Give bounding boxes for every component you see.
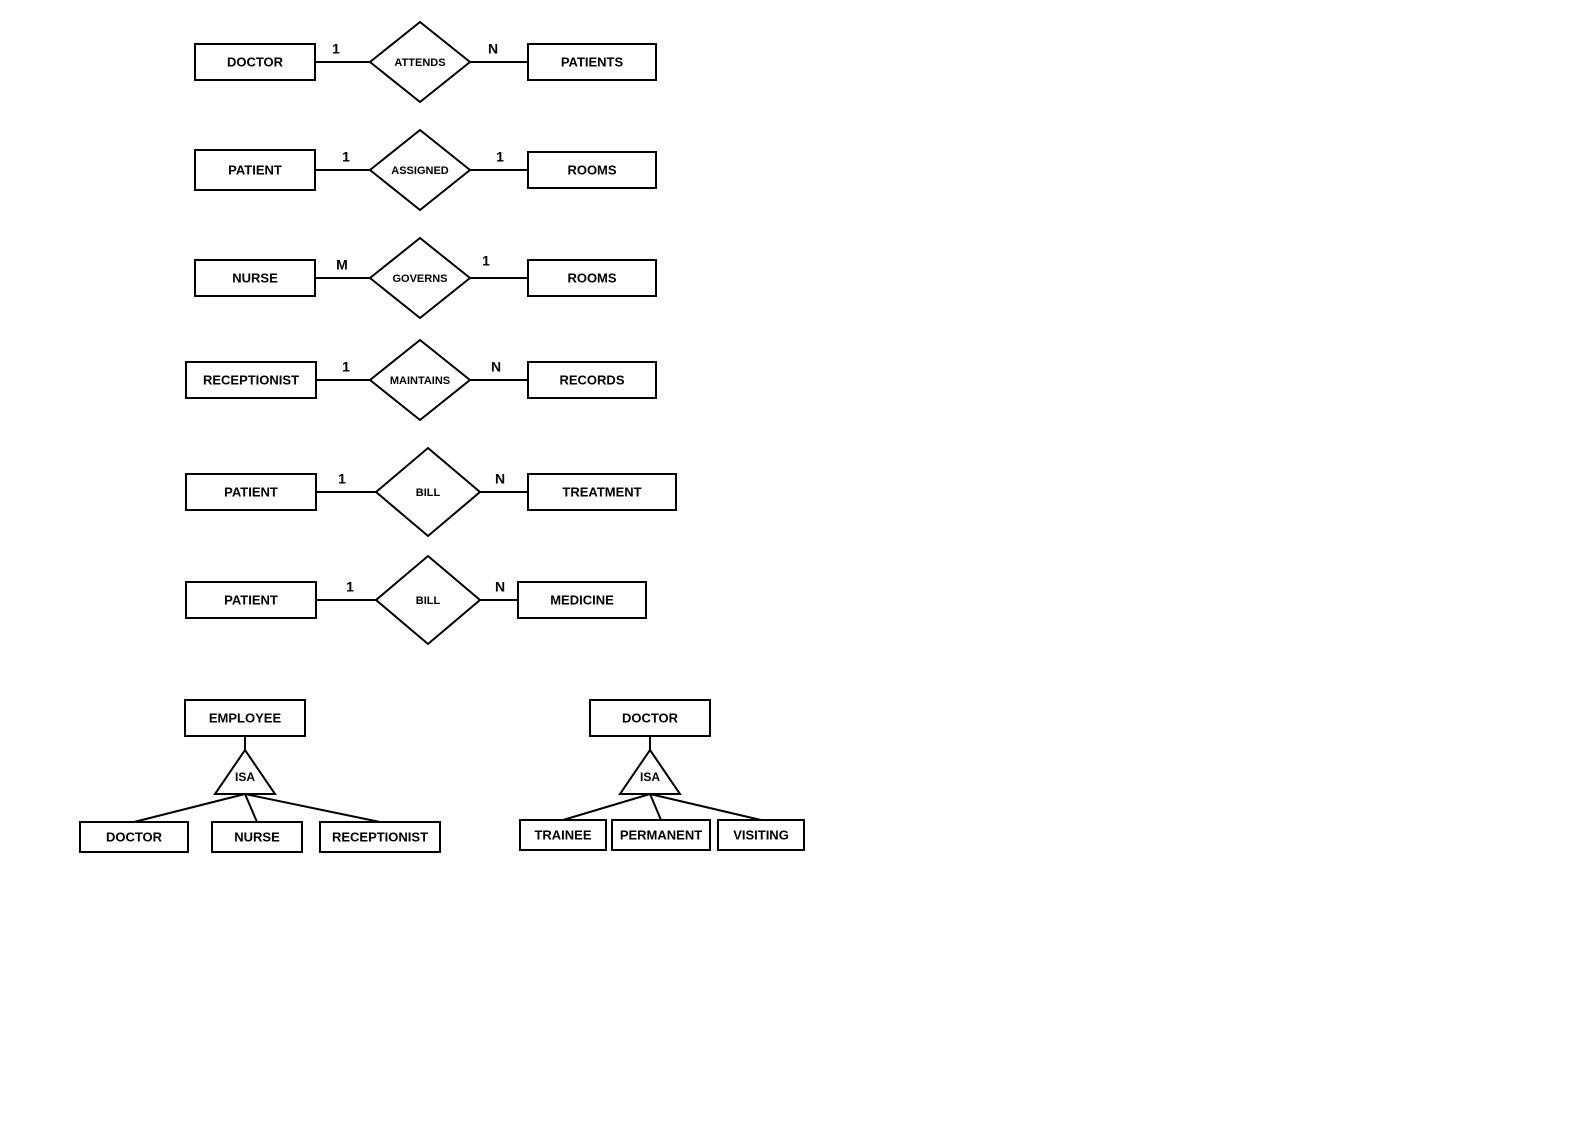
svg-text:ROOMS: ROOMS (567, 162, 616, 177)
svg-text:PATIENT: PATIENT (224, 592, 278, 607)
entity-nurse: NURSE (195, 260, 315, 296)
entity-visiting: VISITING (718, 820, 804, 850)
svg-text:N: N (495, 471, 505, 487)
relationship-r2: PATIENT ROOMS ASSIGNED 1 1 (195, 130, 656, 210)
entity-doctor: DOCTOR (590, 700, 710, 736)
entity-rooms: ROOMS (528, 152, 656, 188)
relationship-r3: NURSE ROOMS GOVERNS M 1 (195, 238, 656, 318)
svg-text:BILL: BILL (416, 487, 441, 499)
relationship-r4: RECEPTIONIST RECORDS MAINTAINS 1 N (186, 340, 656, 420)
svg-text:PATIENT: PATIENT (228, 162, 282, 177)
relation-bill: BILL (376, 556, 480, 644)
svg-text:TREATMENT: TREATMENT (562, 484, 641, 499)
relation-assigned: ASSIGNED (370, 130, 470, 210)
entity-doctor: DOCTOR (195, 44, 315, 80)
entity-patient: PATIENT (186, 582, 316, 618)
svg-text:DOCTOR: DOCTOR (106, 829, 163, 844)
hierarchy-h2: DOCTOR ISA TRAINEE PERMANENT VISITING (520, 700, 804, 850)
entity-patient: PATIENT (186, 474, 316, 510)
svg-text:PATIENT: PATIENT (224, 484, 278, 499)
relation-bill: BILL (376, 448, 480, 536)
relation-governs: GOVERNS (370, 238, 470, 318)
svg-text:VISITING: VISITING (733, 827, 789, 842)
svg-text:1: 1 (346, 579, 354, 595)
relationship-r6: PATIENT MEDICINE BILL 1 N (186, 556, 646, 644)
svg-text:ASSIGNED: ASSIGNED (391, 165, 449, 177)
svg-text:DOCTOR: DOCTOR (622, 710, 679, 725)
svg-text:ROOMS: ROOMS (567, 270, 616, 285)
svg-text:MEDICINE: MEDICINE (550, 592, 614, 607)
svg-text:M: M (336, 257, 348, 273)
svg-text:ATTENDS: ATTENDS (394, 57, 445, 69)
svg-text:N: N (495, 579, 505, 595)
entity-doctor: DOCTOR (80, 822, 188, 852)
svg-text:ISA: ISA (235, 770, 255, 784)
hierarchy-h1: EMPLOYEE ISA DOCTOR NURSE RECEPTIONIST (80, 700, 440, 852)
relationship-r1: DOCTOR PATIENTS ATTENDS 1 N (195, 22, 656, 102)
svg-text:GOVERNS: GOVERNS (392, 273, 447, 285)
entity-treatment: TREATMENT (528, 474, 676, 510)
svg-text:1: 1 (332, 41, 340, 57)
svg-text:1: 1 (342, 359, 350, 375)
svg-text:DOCTOR: DOCTOR (227, 54, 284, 69)
svg-text:EMPLOYEE: EMPLOYEE (209, 710, 282, 725)
svg-text:1: 1 (482, 253, 490, 269)
isa-triangle: ISA (620, 750, 680, 794)
entity-trainee: TRAINEE (520, 820, 606, 850)
svg-text:N: N (491, 359, 501, 375)
entity-medicine: MEDICINE (518, 582, 646, 618)
entity-employee: EMPLOYEE (185, 700, 305, 736)
svg-text:ISA: ISA (640, 770, 660, 784)
isa-triangle: ISA (215, 750, 275, 794)
entity-records: RECORDS (528, 362, 656, 398)
svg-text:TRAINEE: TRAINEE (534, 827, 591, 842)
entity-receptionist: RECEPTIONIST (186, 362, 316, 398)
relationship-r5: PATIENT TREATMENT BILL 1 N (186, 448, 676, 536)
svg-text:PATIENTS: PATIENTS (561, 54, 624, 69)
entity-receptionist: RECEPTIONIST (320, 822, 440, 852)
svg-text:RECEPTIONIST: RECEPTIONIST (203, 372, 299, 387)
svg-text:1: 1 (496, 149, 504, 165)
svg-text:RECEPTIONIST: RECEPTIONIST (332, 829, 428, 844)
svg-text:1: 1 (338, 471, 346, 487)
entity-nurse: NURSE (212, 822, 302, 852)
entity-rooms: ROOMS (528, 260, 656, 296)
svg-text:BILL: BILL (416, 595, 441, 607)
svg-text:N: N (488, 41, 498, 57)
entity-patient: PATIENT (195, 150, 315, 190)
svg-text:1: 1 (342, 149, 350, 165)
entity-patients: PATIENTS (528, 44, 656, 80)
svg-text:RECORDS: RECORDS (559, 372, 624, 387)
svg-text:MAINTAINS: MAINTAINS (390, 375, 450, 387)
svg-text:NURSE: NURSE (234, 829, 280, 844)
er-diagram: DOCTOR PATIENTS ATTENDS 1 N PATIENT ROOMS ASSIG… (0, 0, 1594, 1140)
relation-attends: ATTENDS (370, 22, 470, 102)
entity-permanent: PERMANENT (612, 820, 710, 850)
svg-text:NURSE: NURSE (232, 270, 278, 285)
svg-text:PERMANENT: PERMANENT (620, 827, 702, 842)
relation-maintains: MAINTAINS (370, 340, 470, 420)
